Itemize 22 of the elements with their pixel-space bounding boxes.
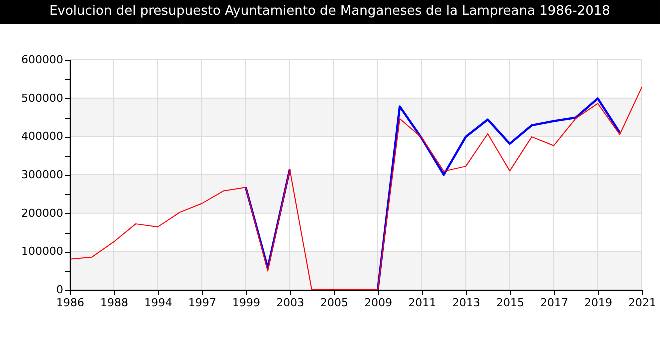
x-tick-label: 2009 [364,296,392,310]
y-tick-label: 200000 [22,206,64,220]
y-tick-label: 300000 [22,168,64,182]
x-tick-label: 2003 [276,296,304,310]
x-tick-label: 2021 [628,296,656,310]
y-tick-label: 0 [56,284,64,296]
x-tick-label: 1997 [188,296,216,310]
y-tick-label: 400000 [22,130,64,144]
x-tick-label: 1988 [100,296,128,310]
x-tick-label: 1999 [232,296,260,310]
y-tick-label: 600000 [22,54,64,66]
chart-title: Evolucion del presupuesto Ayuntamiento de Manganeses de la Lampreana 1986-2018 [0,0,660,24]
x-tick-label: 2005 [320,296,348,310]
x-tick-label: 2017 [540,296,568,310]
y-tick-label: 100000 [22,245,64,258]
x-tick-label: 1986 [56,296,84,310]
x-tick-label: 2019 [584,296,612,310]
y-tick-label: 500000 [22,92,64,105]
x-tick-label: 1994 [144,296,172,310]
x-tick-label: 2013 [452,296,480,310]
x-tick-label: 2015 [496,296,524,310]
x-tick-label: 2011 [408,296,436,310]
